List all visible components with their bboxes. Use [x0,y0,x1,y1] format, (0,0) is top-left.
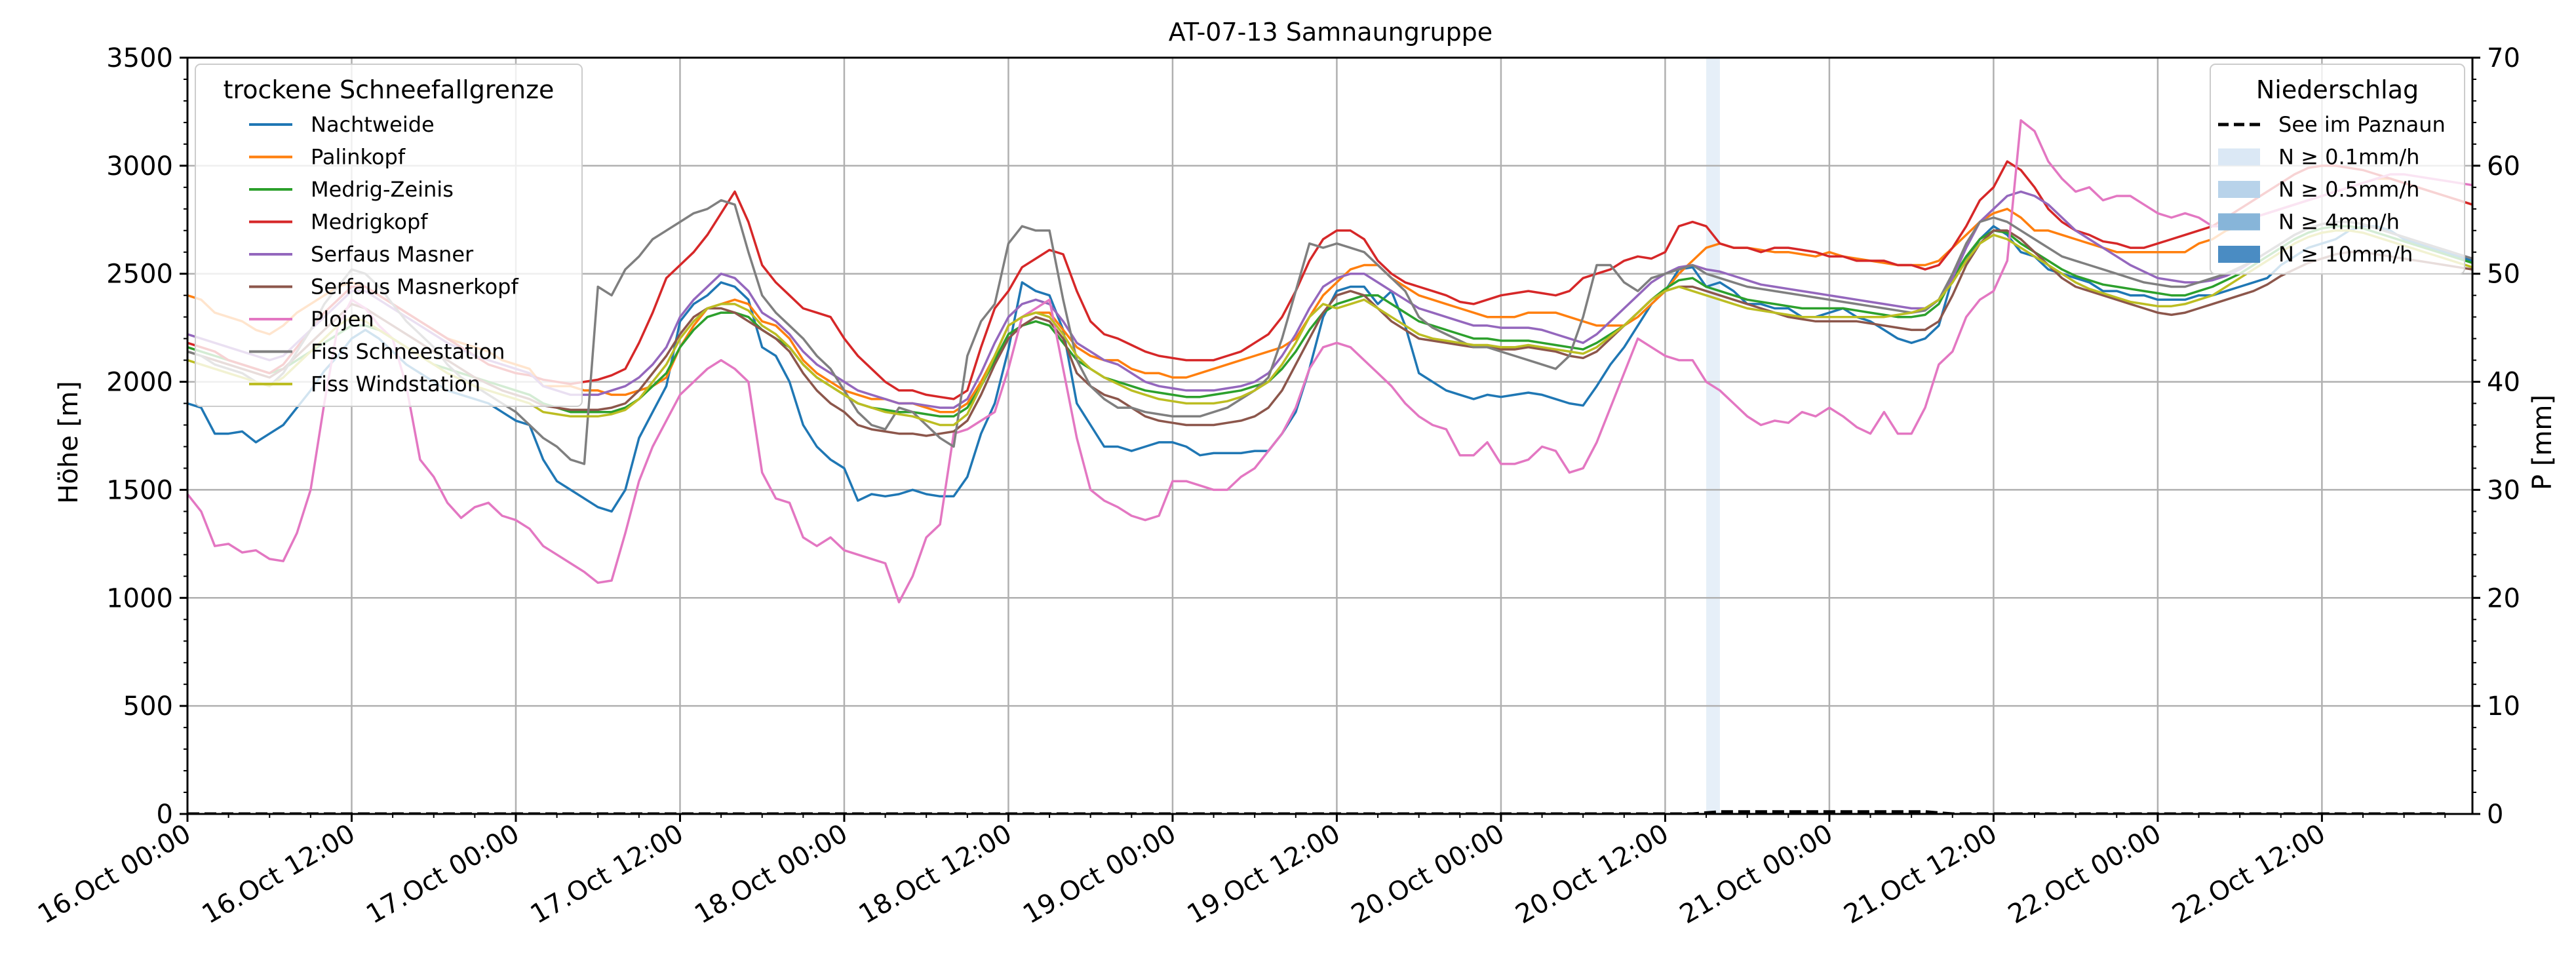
y-tick-label: 2500 [106,260,173,290]
legend-label-fiss-windstation: Fiss Windstation [311,372,480,396]
series-line-medrig-zeinis [187,225,2472,418]
legend-label-medrig-zeinis: Medrig-Zeinis [311,177,454,202]
y-tick-label: 3500 [106,43,173,73]
series-line-nachtweide [187,225,2472,513]
legend-swatch-n-10mm-h [2218,246,2260,263]
legend-label-serfaus-masner: Serfaus Masner [311,242,474,267]
y-right-tick-label: 30 [2487,475,2520,505]
series-line-plojen [187,119,2472,604]
y-tick-label: 2000 [106,368,173,398]
legend-snowfall-limit: trockene Schneefallgrenze Nachtweide Pali… [195,64,583,407]
y-tick-label: 1500 [106,475,173,505]
legend-right-frame [2210,64,2465,275]
y-tick-label: 500 [123,691,173,722]
y-axis-right-label: P [mm] [2527,395,2558,490]
legend-left-frame [195,64,583,407]
y-right-tick-label: 10 [2487,691,2520,722]
y-right-tick-label: 0 [2487,800,2503,830]
legend-right-title: Niederschlag [2256,75,2419,104]
y-tick-label: 0 [157,800,173,830]
legend-label-nachtweide: Nachtweide [311,112,435,137]
legend-swatch-n-0-1mm-h [2218,148,2260,166]
legend-swatch-n-4mm-h [2218,213,2260,231]
series-line-fiss-schneestation [187,199,2472,465]
y-right-tick-label: 20 [2487,583,2520,613]
y-right-tick-label: 70 [2487,43,2520,73]
legend-label-plojen: Plojen [311,307,374,332]
chart-title: AT-07-13 Samnaungruppe [1169,18,1493,47]
series-group [187,119,2472,814]
precipitation-band [1706,58,1720,814]
y-tick-label: 1000 [106,583,173,613]
legend-label-palinkopf: Palinkopf [311,145,406,170]
y-tick-label: 3000 [106,151,173,182]
legend-label-n-10mm-h: N ≥ 10mm/h [2278,242,2413,267]
legend-label-n-0-1mm-h: N ≥ 0.1mm/h [2278,145,2419,170]
y-axis-label: Höhe [m] [54,381,84,503]
legend-label-medrigkopf: Medrigkopf [311,210,428,235]
y-right-tick-label: 50 [2487,260,2520,290]
legend-swatch-n-0-5mm-h [2218,181,2260,198]
legend-label-serfaus-masnerkopf: Serfaus Masnerkopf [311,275,518,299]
legend-label-see-im-paznaun: See im Paznaun [2278,112,2446,137]
y-right-tick-label: 40 [2487,368,2520,398]
series-line-fiss-windstation [187,229,2472,427]
legend-precipitation: Niederschlag See im Paznaun N ≥ 0.1mm/h N … [2210,64,2465,275]
legend-label-fiss-schneestation: Fiss Schneestation [311,339,505,364]
y-right-tick-label: 60 [2487,151,2520,182]
series-line-serfaus-masnerkopf [187,229,2472,437]
legend-left-title: trockene Schneefallgrenze [224,75,555,104]
legend-label-n-4mm-h: N ≥ 4mm/h [2278,210,2400,235]
axes-frame [186,56,2474,815]
legend-label-n-0-5mm-h: N ≥ 0.5mm/h [2278,177,2419,202]
